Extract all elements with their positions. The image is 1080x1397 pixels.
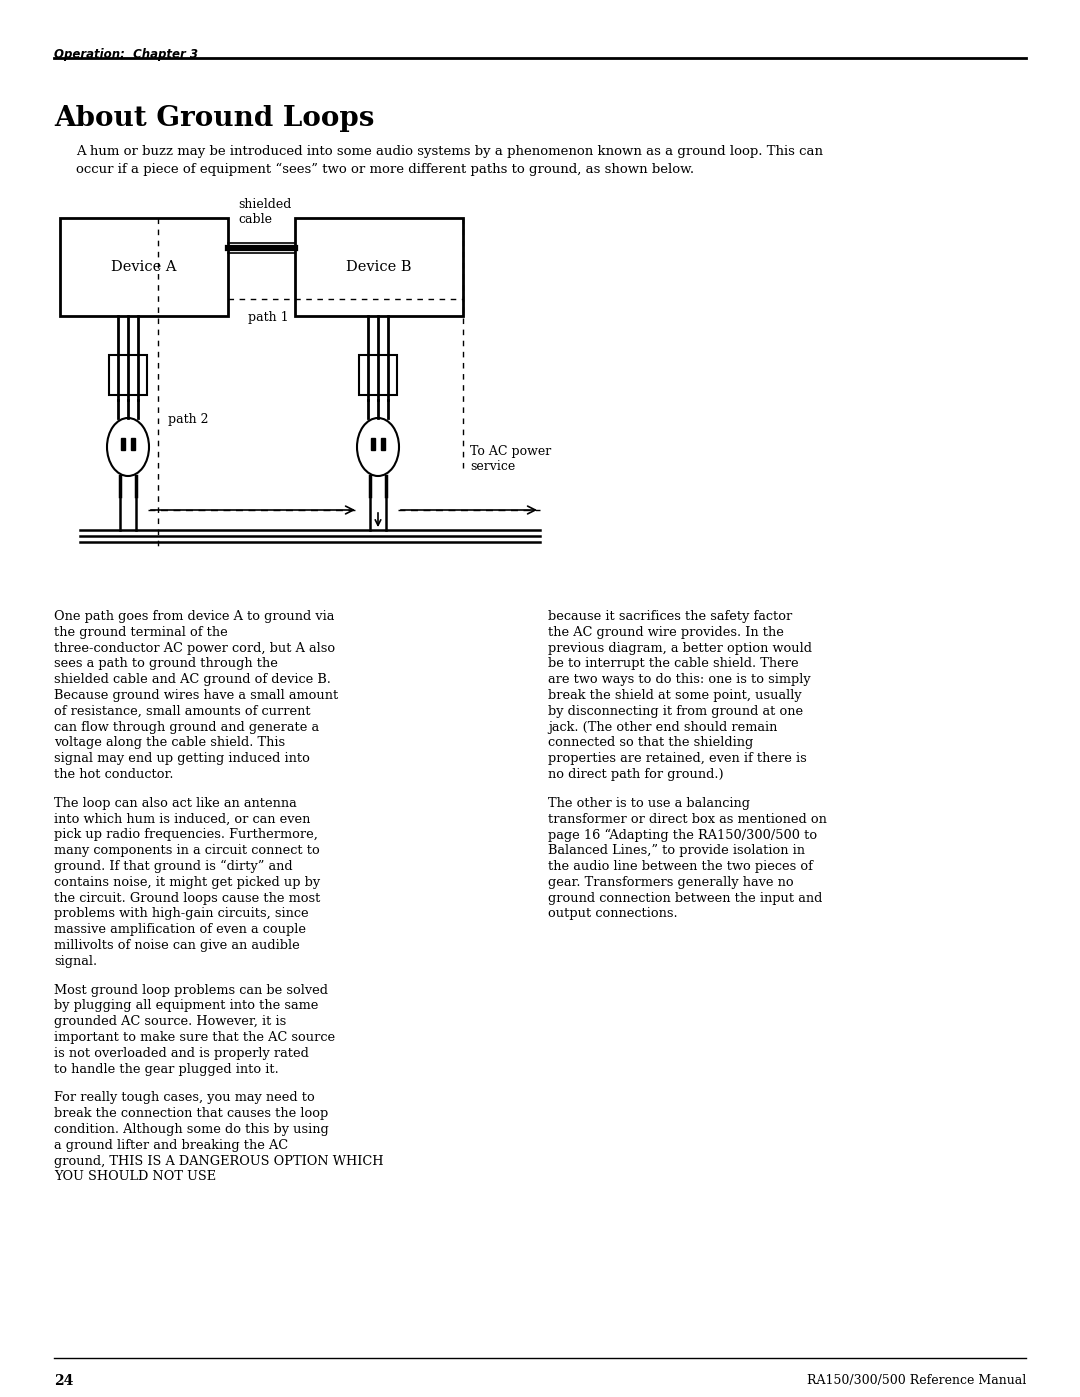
Text: gear. Transformers generally have no: gear. Transformers generally have no — [548, 876, 794, 888]
Text: A hum or buzz may be introduced into some audio systems by a phenomenon known as: A hum or buzz may be introduced into som… — [76, 145, 823, 158]
Bar — [131, 439, 135, 450]
Text: sees a path to ground through the: sees a path to ground through the — [54, 658, 278, 671]
Text: output connections.: output connections. — [548, 908, 677, 921]
Text: path 2: path 2 — [168, 414, 208, 426]
Text: millivolts of noise can give an audible: millivolts of noise can give an audible — [54, 939, 300, 951]
Text: into which hum is induced, or can even: into which hum is induced, or can even — [54, 813, 310, 826]
Text: the circuit. Ground loops cause the most: the circuit. Ground loops cause the most — [54, 891, 321, 905]
Text: the ground terminal of the: the ground terminal of the — [54, 626, 228, 638]
Text: no direct path for ground.): no direct path for ground.) — [548, 768, 724, 781]
Text: ground, THIS IS A DANGEROUS OPTION WHICH: ground, THIS IS A DANGEROUS OPTION WHICH — [54, 1154, 383, 1168]
Text: the AC ground wire provides. In the: the AC ground wire provides. In the — [548, 626, 784, 638]
Text: signal may end up getting induced into: signal may end up getting induced into — [54, 752, 310, 766]
Text: Operation:  Chapter 3: Operation: Chapter 3 — [54, 47, 198, 61]
Text: shielded cable and AC ground of device B.: shielded cable and AC ground of device B… — [54, 673, 330, 686]
Text: can flow through ground and generate a: can flow through ground and generate a — [54, 721, 319, 733]
Text: Because ground wires have a small amount: Because ground wires have a small amount — [54, 689, 338, 703]
Text: Most ground loop problems can be solved: Most ground loop problems can be solved — [54, 983, 328, 996]
Text: because it sacrifices the safety factor: because it sacrifices the safety factor — [548, 610, 793, 623]
Text: Balanced Lines,” to provide isolation in: Balanced Lines,” to provide isolation in — [548, 844, 805, 858]
Text: three-conductor AC power cord, but A also: three-conductor AC power cord, but A als… — [54, 641, 335, 655]
Text: problems with high-gain circuits, since: problems with high-gain circuits, since — [54, 908, 309, 921]
Text: grounded AC source. However, it is: grounded AC source. However, it is — [54, 1016, 286, 1028]
Text: are two ways to do this: one is to simply: are two ways to do this: one is to simpl… — [548, 673, 811, 686]
Text: previous diagram, a better option would: previous diagram, a better option would — [548, 641, 812, 655]
Text: shielded
cable: shielded cable — [238, 198, 292, 226]
Bar — [381, 439, 384, 450]
Text: RA150/300/500 Reference Manual: RA150/300/500 Reference Manual — [807, 1375, 1026, 1387]
Bar — [60, 218, 228, 316]
Text: contains noise, it might get picked up by: contains noise, it might get picked up b… — [54, 876, 320, 888]
Text: the hot conductor.: the hot conductor. — [54, 768, 174, 781]
Text: transformer or direct box as mentioned on: transformer or direct box as mentioned o… — [548, 813, 827, 826]
Text: YOU SHOULD NOT USE: YOU SHOULD NOT USE — [54, 1171, 216, 1183]
Text: a ground lifter and breaking the AC: a ground lifter and breaking the AC — [54, 1139, 288, 1151]
Text: many components in a circuit connect to: many components in a circuit connect to — [54, 844, 320, 858]
Text: occur if a piece of equipment “sees” two or more different paths to ground, as s: occur if a piece of equipment “sees” two… — [76, 163, 694, 176]
Text: jack. (The other end should remain: jack. (The other end should remain — [548, 721, 778, 733]
Text: 24: 24 — [54, 1375, 73, 1389]
Text: About Ground Loops: About Ground Loops — [54, 105, 375, 131]
Text: path 1: path 1 — [248, 312, 288, 324]
Text: To AC power
service: To AC power service — [470, 446, 551, 474]
Bar — [121, 439, 125, 450]
Text: For really tough cases, you may need to: For really tough cases, you may need to — [54, 1091, 314, 1105]
Bar — [372, 439, 375, 450]
Text: pick up radio frequencies. Furthermore,: pick up radio frequencies. Furthermore, — [54, 828, 318, 841]
Text: Device A: Device A — [111, 260, 177, 274]
Text: voltage along the cable shield. This: voltage along the cable shield. This — [54, 736, 285, 749]
Text: break the shield at some point, usually: break the shield at some point, usually — [548, 689, 801, 703]
Text: The other is to use a balancing: The other is to use a balancing — [548, 796, 750, 810]
Text: important to make sure that the AC source: important to make sure that the AC sourc… — [54, 1031, 335, 1044]
Text: condition. Although some do this by using: condition. Although some do this by usin… — [54, 1123, 328, 1136]
Text: signal.: signal. — [54, 954, 97, 968]
Text: break the connection that causes the loop: break the connection that causes the loo… — [54, 1108, 328, 1120]
Text: page 16 “Adapting the RA150/300/500 to: page 16 “Adapting the RA150/300/500 to — [548, 828, 818, 841]
Text: One path goes from device A to ground via: One path goes from device A to ground vi… — [54, 610, 335, 623]
Text: the audio line between the two pieces of: the audio line between the two pieces of — [548, 861, 813, 873]
Text: ground connection between the input and: ground connection between the input and — [548, 891, 822, 905]
Text: massive amplification of even a couple: massive amplification of even a couple — [54, 923, 306, 936]
Bar — [295, 218, 463, 316]
Text: ground. If that ground is “dirty” and: ground. If that ground is “dirty” and — [54, 861, 293, 873]
Text: Device B: Device B — [347, 260, 411, 274]
Text: connected so that the shielding: connected so that the shielding — [548, 736, 753, 749]
Text: properties are retained, even if there is: properties are retained, even if there i… — [548, 752, 807, 766]
Text: by disconnecting it from ground at one: by disconnecting it from ground at one — [548, 705, 804, 718]
Text: of resistance, small amounts of current: of resistance, small amounts of current — [54, 705, 311, 718]
Text: The loop can also act like an antenna: The loop can also act like an antenna — [54, 796, 297, 810]
Text: to handle the gear plugged into it.: to handle the gear plugged into it. — [54, 1063, 279, 1076]
Bar — [109, 355, 147, 395]
Text: be to interrupt the cable shield. There: be to interrupt the cable shield. There — [548, 658, 798, 671]
Text: by plugging all equipment into the same: by plugging all equipment into the same — [54, 999, 319, 1013]
Bar — [359, 355, 397, 395]
Text: is not overloaded and is properly rated: is not overloaded and is properly rated — [54, 1046, 309, 1060]
